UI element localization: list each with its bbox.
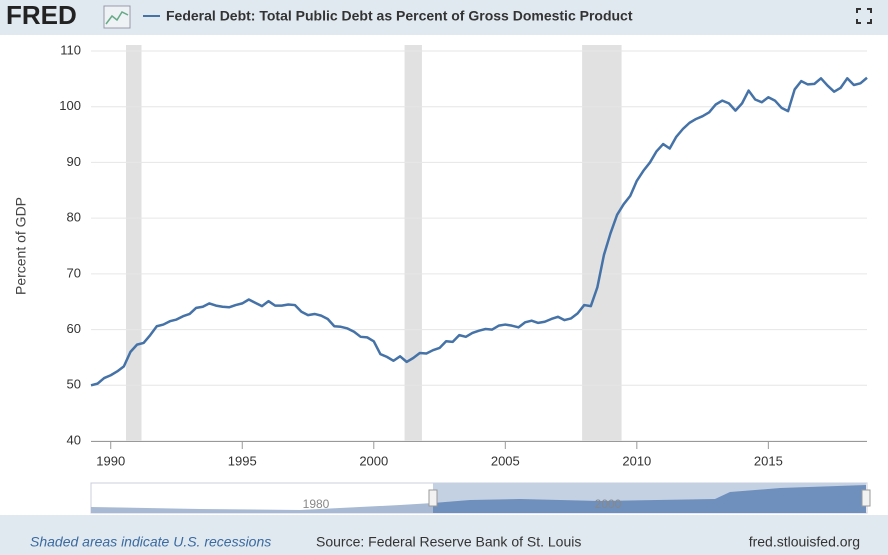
logo-icon-line [105,11,129,25]
logo-icon [103,5,131,29]
series-line [90,76,868,387]
y-tick-label: 110 [60,42,81,57]
y-tick-label: 60 [67,321,81,336]
y-tick-label: 100 [59,98,81,113]
chart-area [0,35,888,515]
legend-label: Federal Debt: Total Public Debt as Perce… [166,8,633,24]
navigator-area-selected [433,485,866,513]
logo: FRED [6,0,77,30]
y-tick-label: 70 [67,265,81,280]
navigator-handle[interactable] [428,489,438,507]
y-axis-label: Percent of GDP [13,197,29,295]
x-tick-label: 2010 [622,453,651,468]
navigator-label: 1980 [303,497,330,511]
x-tick-label: 1990 [96,453,125,468]
recession-note[interactable]: Shaded areas indicate U.S. recessions [30,534,271,550]
y-tick-label: 90 [67,154,81,169]
navigator-handle[interactable] [861,489,871,507]
navigator: 1980 2000 [90,482,871,514]
fullscreen-button[interactable] [856,8,872,24]
recession-band [582,45,622,441]
site: fred.stlouisfed.org [749,534,860,550]
x-tick-label: 2015 [754,453,783,468]
y-tick-label: 50 [67,377,81,392]
source: Source: Federal Reserve Bank of St. Loui… [316,534,581,550]
x-tick-label: 2000 [359,453,388,468]
x-tick-label: 1995 [228,453,257,468]
recession-band [125,45,142,441]
y-tick-label: 80 [67,210,81,225]
navigator-area [91,503,433,513]
recession-band [404,45,422,441]
y-tick-label: 40 [67,432,81,447]
x-tick-label: 2005 [491,453,520,468]
navigator-label: 2000 [595,497,622,511]
